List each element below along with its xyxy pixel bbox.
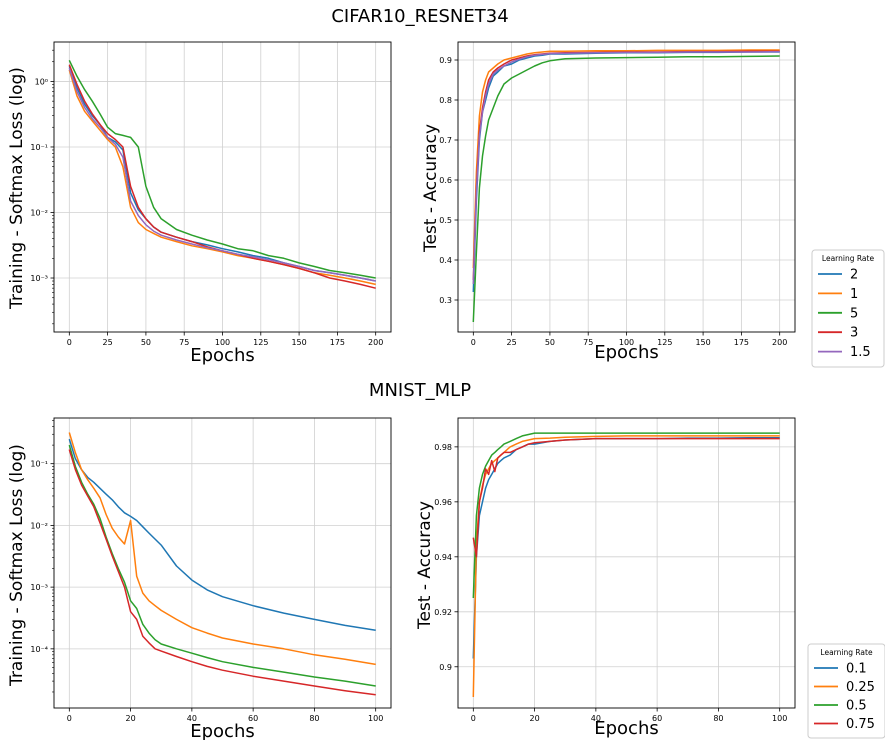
y-tick-label: 0.96	[434, 498, 452, 507]
x-tick-label: 100	[215, 338, 230, 347]
legend-entry: 0.25	[846, 680, 875, 695]
x-tick-label: 0	[471, 714, 476, 723]
x-tick-label: 50	[141, 338, 151, 347]
x-tick-label: 25	[103, 338, 113, 347]
axes-frame	[53, 417, 392, 709]
plot-area	[458, 418, 795, 708]
series-line-0-5	[472, 432, 780, 599]
axes-frame	[457, 417, 796, 709]
x-axis-label: Epochs	[190, 345, 255, 366]
x-tick-label: 20	[125, 714, 135, 723]
plot-area	[54, 418, 391, 708]
x-tick-label: 175	[330, 338, 345, 347]
legend-entry: 5	[850, 306, 858, 321]
section-title-mnist: MNIST_MLP	[369, 380, 471, 401]
x-axis-label: Epochs	[594, 718, 659, 739]
legend-entry: 1	[850, 287, 858, 302]
x-tick-label: 20	[529, 714, 539, 723]
y-axis-label: Training - Softmax Loss (log)	[7, 67, 27, 310]
y-axis-label: Training - Softmax Loss (log)	[7, 444, 27, 687]
x-tick-label: 200	[368, 338, 383, 347]
x-axis-label: Epochs	[594, 342, 659, 363]
legend-entry: 0.1	[846, 662, 867, 677]
cifar-accuracy-chart: 0 25 50 75 100 125 150 175 200 0.3 0.4 0.5 0.6 0.7 0.8…	[421, 41, 796, 363]
x-tick-label: 25	[507, 338, 517, 347]
legend-cifar: Learning Rate 2 1 5 3 1.5	[811, 249, 885, 368]
x-tick-label: 125	[657, 338, 672, 347]
y-tick-label: 10⁻³	[30, 274, 48, 283]
series-line-1	[472, 49, 780, 269]
legend-title: Learning Rate	[820, 648, 873, 657]
x-tick-label: 175	[734, 338, 749, 347]
x-tick-label: 75	[583, 338, 593, 347]
series-line-1-5	[472, 50, 780, 285]
series-line-5	[472, 55, 780, 323]
x-tick-label: 150	[291, 338, 306, 347]
legend-entry: 0.75	[846, 717, 875, 732]
x-tick-label: 0	[471, 338, 476, 347]
legend-entry: 0.5	[846, 699, 867, 714]
section-title-cifar: CIFAR10_RESNET34	[331, 6, 508, 27]
legend-mnist: Learning Rate 0.1 0.25 0.5 0.75	[807, 643, 885, 739]
x-axis-label: Epochs	[190, 721, 255, 740]
y-axis-label: Test - Accuracy	[421, 124, 441, 253]
mnist-accuracy-chart: 0 20 40 60 80 100 0.9 0.92 0.94 0.96 0.98 Epochs Tes…	[415, 417, 796, 739]
x-tick-label: 100	[772, 714, 787, 723]
x-tick-label: 60	[248, 714, 258, 723]
series-line-0-5	[68, 444, 376, 687]
x-tick-label: 100	[368, 714, 383, 723]
series-line-3	[68, 64, 376, 289]
x-tick-label: 200	[772, 338, 787, 347]
y-tick-label: 0.92	[434, 608, 452, 617]
y-tick-label: 10⁻²	[30, 521, 48, 530]
series-line-0-75	[472, 437, 780, 558]
series-line-1-5	[68, 67, 376, 282]
y-tick-label: 10⁻³	[30, 583, 48, 592]
y-tick-label: 0.8	[439, 96, 452, 105]
y-tick-label: 0.9	[439, 56, 452, 65]
y-tick-label: 0.98	[434, 443, 452, 452]
legend-entry: 3	[850, 326, 858, 341]
series-line-0-25	[472, 435, 780, 698]
y-tick-label: 0.7	[439, 136, 452, 145]
x-tick-label: 60	[652, 714, 662, 723]
x-tick-label: 75	[179, 338, 189, 347]
x-tick-label: 125	[253, 338, 268, 347]
series-line-0-1	[68, 438, 376, 632]
mnist-loss-chart: 0 20 40 60 80 100 10⁻⁴ 10⁻³ 10⁻² 10⁻¹ Epochs Traini…	[7, 417, 392, 740]
x-tick-label: 40	[187, 714, 197, 723]
legend-title: Learning Rate	[822, 254, 875, 263]
y-axis-label: Test - Accuracy	[415, 501, 435, 630]
x-tick-label: 80	[309, 714, 319, 723]
x-tick-label: 0	[67, 714, 72, 723]
y-tick-label: 10⁰	[35, 77, 48, 86]
x-tick-label: 50	[545, 338, 555, 347]
x-tick-label: 150	[695, 338, 710, 347]
x-tick-label: 80	[713, 714, 723, 723]
y-tick-label: 10⁻¹	[30, 460, 48, 469]
y-tick-label: 0.5	[439, 216, 452, 225]
x-tick-label: 0	[67, 338, 72, 347]
y-tick-label: 10⁻²	[30, 208, 48, 217]
x-tick-label: 40	[591, 714, 601, 723]
cifar-loss-chart: 0 25 50 75 100 125 150 175 200 10⁻³ 10⁻² 10⁻¹ 10⁰ Epo…	[7, 41, 392, 366]
y-tick-label: 0.4	[439, 256, 452, 265]
legend-box	[811, 249, 885, 368]
x-tick-label: 100	[619, 338, 634, 347]
y-tick-label: 0.94	[434, 553, 452, 562]
series-line-0-25	[68, 432, 376, 666]
legend-entry: 1.5	[850, 345, 871, 360]
y-tick-label: 0.9	[439, 663, 452, 672]
legend-entry: 2	[850, 268, 858, 283]
series-line-0-75	[68, 449, 376, 696]
y-tick-label: 10⁻¹	[30, 143, 48, 152]
y-tick-label: 0.6	[439, 176, 452, 185]
y-tick-label: 0.3	[439, 296, 452, 305]
y-tick-label: 10⁻⁴	[30, 645, 48, 654]
series-line-5	[68, 59, 376, 279]
